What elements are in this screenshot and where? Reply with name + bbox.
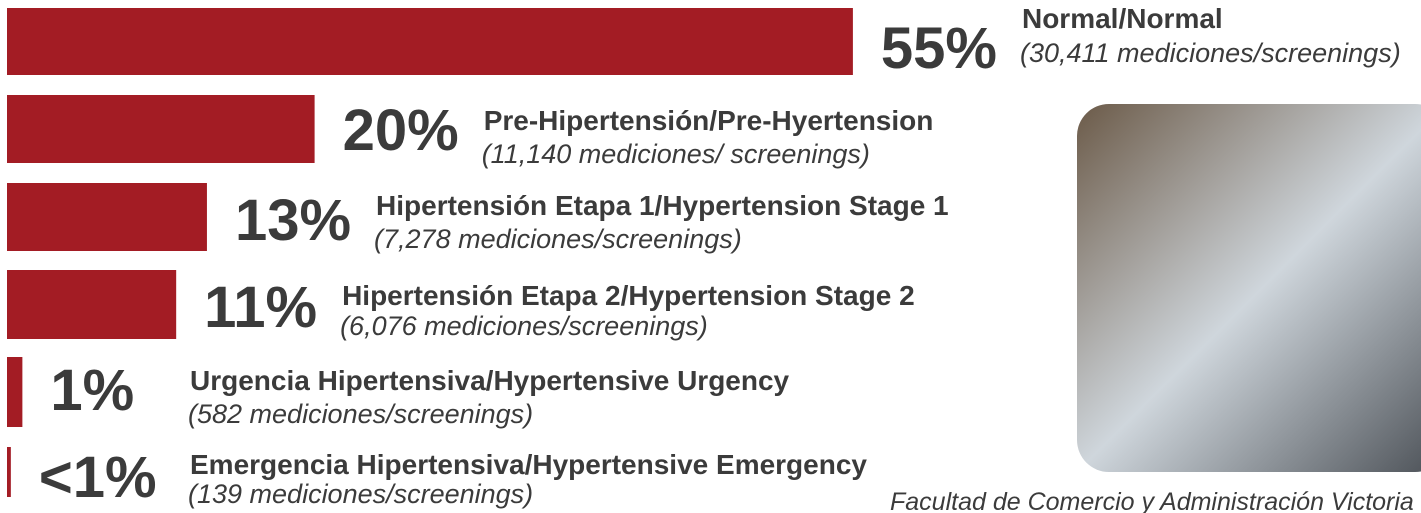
bar xyxy=(7,447,11,497)
screenings-label: (30,411 mediciones/screenings) xyxy=(1020,38,1401,68)
screenings-label: (582 mediciones/screenings) xyxy=(188,399,533,429)
screenings-label: (6,076 mediciones/screenings) xyxy=(340,311,708,341)
bar xyxy=(7,8,853,75)
category-label: Pre-Hipertensión/Pre-Hyertension xyxy=(484,105,934,136)
category-label: Hipertensión Etapa 1/Hypertension Stage … xyxy=(376,190,949,221)
category-label: Normal/Normal xyxy=(1022,3,1223,34)
category-label: Emergencia Hipertensiva/Hypertensive Eme… xyxy=(190,449,867,480)
value-label: 20% xyxy=(343,98,459,163)
value-label: 1% xyxy=(50,358,134,423)
screenings-label: (139 mediciones/screenings) xyxy=(188,479,533,509)
screenings-label: (7,278 mediciones/screenings) xyxy=(374,224,742,254)
photo-caption: Facultad de Comercio y Administración Vi… xyxy=(890,488,1414,513)
value-label: 13% xyxy=(235,188,351,253)
screenings-label: (11,140 mediciones/ screenings) xyxy=(482,139,870,169)
chart: Facultad de Comercio y Administración Vi… xyxy=(0,0,1421,513)
bar xyxy=(7,270,176,339)
bar xyxy=(7,357,22,427)
value-label: 11% xyxy=(204,275,317,340)
value-label: 55% xyxy=(881,16,997,81)
photo xyxy=(1077,104,1421,472)
value-label: <1% xyxy=(39,445,157,510)
bar xyxy=(7,183,207,251)
category-label: Hipertensión Etapa 2/Hypertension Stage … xyxy=(342,280,915,311)
category-label: Urgencia Hipertensiva/Hypertensive Urgen… xyxy=(190,365,790,396)
bar xyxy=(7,95,315,163)
